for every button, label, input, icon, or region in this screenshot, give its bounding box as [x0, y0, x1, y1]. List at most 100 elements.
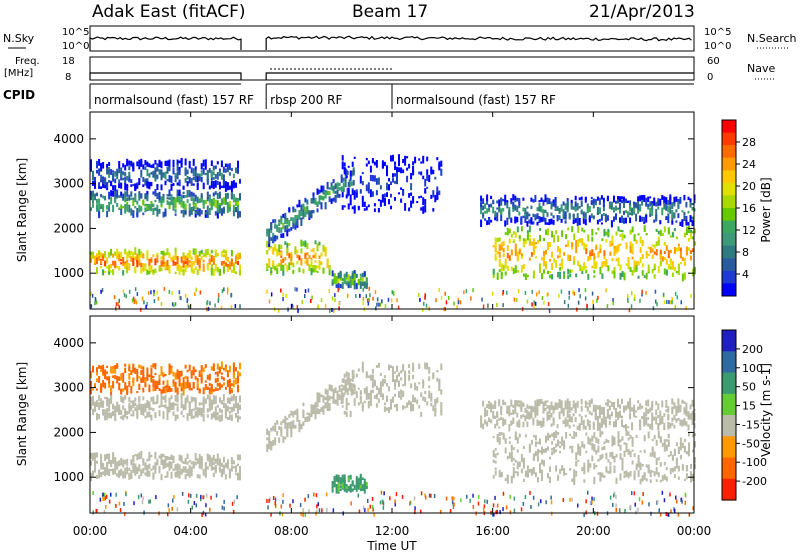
- heatmap-cell: [116, 463, 119, 470]
- heatmap-cell: [150, 377, 153, 383]
- heatmap-cell: [482, 423, 485, 430]
- heatmap-cell: [166, 202, 169, 205]
- heatmap-cell: [548, 405, 551, 409]
- noise-cell: [371, 497, 374, 501]
- noise-cell: [688, 512, 691, 517]
- heatmap-cell: [192, 366, 195, 369]
- heatmap-cell: [602, 197, 605, 203]
- noise-cell: [334, 298, 336, 303]
- heatmap-cell: [635, 415, 638, 418]
- heatmap-cell: [585, 248, 588, 255]
- heatmap-cell: [424, 391, 427, 395]
- heatmap-cell: [114, 461, 117, 468]
- heatmap-cell: [162, 411, 165, 418]
- heatmap-cell: [120, 171, 123, 178]
- heatmap-cell: [150, 181, 153, 187]
- heatmap-cell: [202, 167, 205, 175]
- heatmap-cell: [490, 203, 493, 208]
- heatmap-cell: [138, 162, 141, 170]
- heatmap-cell: [162, 196, 165, 201]
- heatmap-cell: [602, 406, 605, 412]
- heatmap-cell: [418, 363, 421, 368]
- heatmap-cell: [428, 376, 431, 382]
- heatmap-cell: [170, 367, 173, 373]
- noise-cell: [619, 508, 621, 513]
- nsky-tick-top: 10^5: [62, 27, 89, 38]
- heatmap-cell: [594, 404, 597, 412]
- heatmap-cell: [96, 199, 98, 204]
- heatmap-cell: [218, 415, 221, 422]
- cpid-segment-label: rbsp 200 RF: [270, 93, 342, 107]
- heatmap-cell: [627, 472, 630, 479]
- heatmap-cell: [432, 405, 435, 412]
- heatmap-cell: [621, 415, 623, 419]
- heatmap-cell: [567, 268, 570, 275]
- heatmap-cell: [667, 434, 670, 439]
- heatmap-cell: [100, 203, 103, 207]
- heatmap-cell: [629, 450, 632, 458]
- heatmap-cell: [206, 211, 209, 218]
- heatmap-cell: [108, 468, 111, 475]
- heatmap-cell: [214, 406, 217, 414]
- noise-cell: [593, 497, 595, 502]
- heatmap-cell: [361, 477, 364, 480]
- heatmap-cell: [669, 424, 672, 429]
- heatmap-cell: [551, 274, 554, 280]
- heatmap-cell: [172, 197, 175, 204]
- heatmap-cell: [546, 417, 549, 421]
- heatmap-cell: [430, 396, 433, 402]
- noise-cell: [376, 302, 378, 307]
- heatmap-cell: [286, 229, 289, 237]
- noise-cell: [424, 293, 426, 298]
- noise-cell: [149, 499, 151, 504]
- heatmap-cell: [168, 252, 171, 258]
- heatmap-cell: [524, 470, 527, 478]
- heatmap-cell: [681, 220, 684, 224]
- heatmap-cell: [651, 244, 654, 247]
- heatmap-cell: [357, 205, 360, 209]
- heatmap-cell: [150, 468, 153, 471]
- heatmap-cell: [402, 390, 405, 397]
- heatmap-cell: [645, 272, 648, 280]
- heatmap-cell: [136, 212, 139, 217]
- heatmap-cell: [176, 414, 179, 420]
- heatmap-cell: [190, 466, 193, 472]
- heatmap-cell: [341, 405, 344, 408]
- heatmap-cell: [239, 254, 241, 259]
- heatmap-cell: [667, 213, 670, 219]
- heatmap-cell: [671, 398, 674, 405]
- heatmap-cell: [631, 422, 634, 431]
- heatmap-cell: [176, 159, 179, 166]
- heatmap-cell: [581, 443, 584, 448]
- heatmap-cell: [226, 397, 229, 404]
- heatmap-cell: [669, 194, 672, 201]
- noise-cell: [496, 503, 499, 508]
- heatmap-cell: [492, 206, 495, 214]
- heatmap-cell: [601, 446, 604, 451]
- heatmap-cell: [381, 194, 384, 199]
- heatmap-cell: [142, 370, 145, 378]
- heatmap-cell: [200, 170, 203, 173]
- heatmap-cell: [400, 377, 403, 381]
- heatmap-cell: [172, 260, 175, 263]
- heatmap-cell: [563, 252, 566, 256]
- heatmap-cell: [108, 251, 111, 258]
- heatmap-cell: [371, 368, 374, 372]
- heatmap-cell: [605, 259, 608, 267]
- heatmap-cell: [547, 242, 549, 247]
- heatmap-cell: [673, 402, 676, 409]
- heatmap-cell: [546, 412, 549, 415]
- heatmap-cell: [130, 470, 133, 477]
- heatmap-cell: [176, 199, 179, 203]
- heatmap-cell: [690, 475, 692, 483]
- noise-cell: [677, 512, 680, 517]
- noise-cell: [460, 498, 462, 503]
- heatmap-cell: [367, 187, 370, 194]
- heatmap-cell: [388, 184, 390, 191]
- heatmap-cell: [144, 415, 147, 419]
- noise-cell: [550, 500, 553, 505]
- heatmap-cell: [198, 459, 201, 465]
- heatmap-cell: [122, 405, 125, 410]
- heatmap-cell: [290, 421, 293, 430]
- noise-cell: [153, 292, 155, 297]
